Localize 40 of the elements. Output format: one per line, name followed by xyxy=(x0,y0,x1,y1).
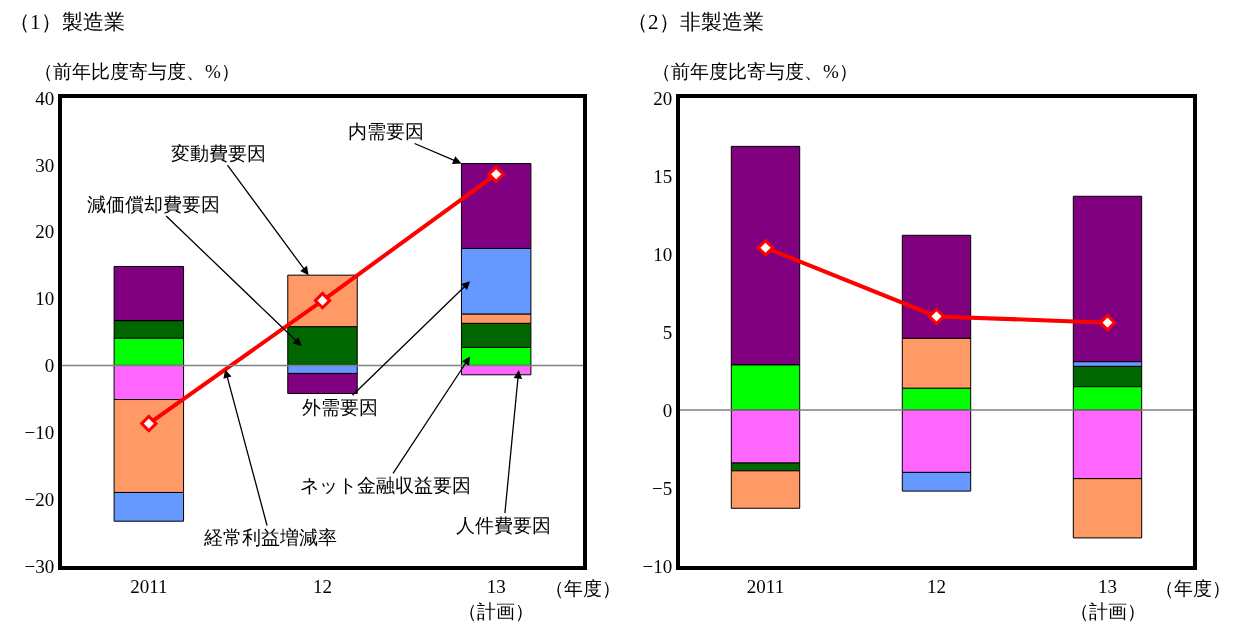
x-tick-label: 13 （計画） xyxy=(458,575,535,622)
y-tick-label: 15 xyxy=(653,165,673,187)
point xyxy=(140,414,158,433)
x-tick-label: 12 xyxy=(313,575,332,597)
text: 人件費要因 xyxy=(456,515,551,536)
y-tick-label: −10 xyxy=(24,421,55,443)
text: 経常利益増減率 xyxy=(203,527,337,548)
y-tick-label: −10 xyxy=(642,555,673,577)
y-tick-label: 40 xyxy=(35,87,55,109)
y-tick-label: 30 xyxy=(35,154,55,176)
text: 内需要因 xyxy=(348,121,424,142)
x-tick-label: 2011 xyxy=(130,575,168,597)
y-tick-label: 10 xyxy=(35,288,55,310)
y-tick-label: −30 xyxy=(24,555,55,577)
y-tick-label: 20 xyxy=(35,221,55,243)
x-tick-label: 12 xyxy=(927,575,946,597)
series-label: 外需要因 xyxy=(302,397,378,418)
point xyxy=(1098,313,1117,332)
bar xyxy=(1072,195,1143,363)
text: 減価償却費要因 xyxy=(87,194,220,215)
y-tick-label: −5 xyxy=(651,477,673,499)
y-tick-label: 0 xyxy=(662,399,673,421)
y-axis-title: （前年度比寄与度、%） xyxy=(652,61,858,82)
x-axis-title: （年度） xyxy=(1155,578,1231,599)
y-tick-label: −20 xyxy=(24,488,55,510)
y-tick-label: 0 xyxy=(44,355,55,377)
point xyxy=(927,307,946,326)
point xyxy=(756,239,775,257)
x-tick-label: 13 （計画） xyxy=(1069,575,1146,622)
chart-title: （2）非製造業 xyxy=(627,10,764,34)
point xyxy=(487,165,505,183)
chart-title: （1）製造業 xyxy=(9,10,125,34)
y-tick-label: 5 xyxy=(662,321,673,343)
y-axis-title: （前年比度寄与度、%） xyxy=(34,61,240,82)
text: 変動費要因 xyxy=(171,143,266,164)
x-axis-title: （年度） xyxy=(545,578,621,599)
y-tick-label: 20 xyxy=(653,87,673,109)
x-tick-label: 2011 xyxy=(746,575,785,597)
y-tick-label: 10 xyxy=(653,243,673,265)
text: ネット金融収益要因 xyxy=(300,475,471,496)
